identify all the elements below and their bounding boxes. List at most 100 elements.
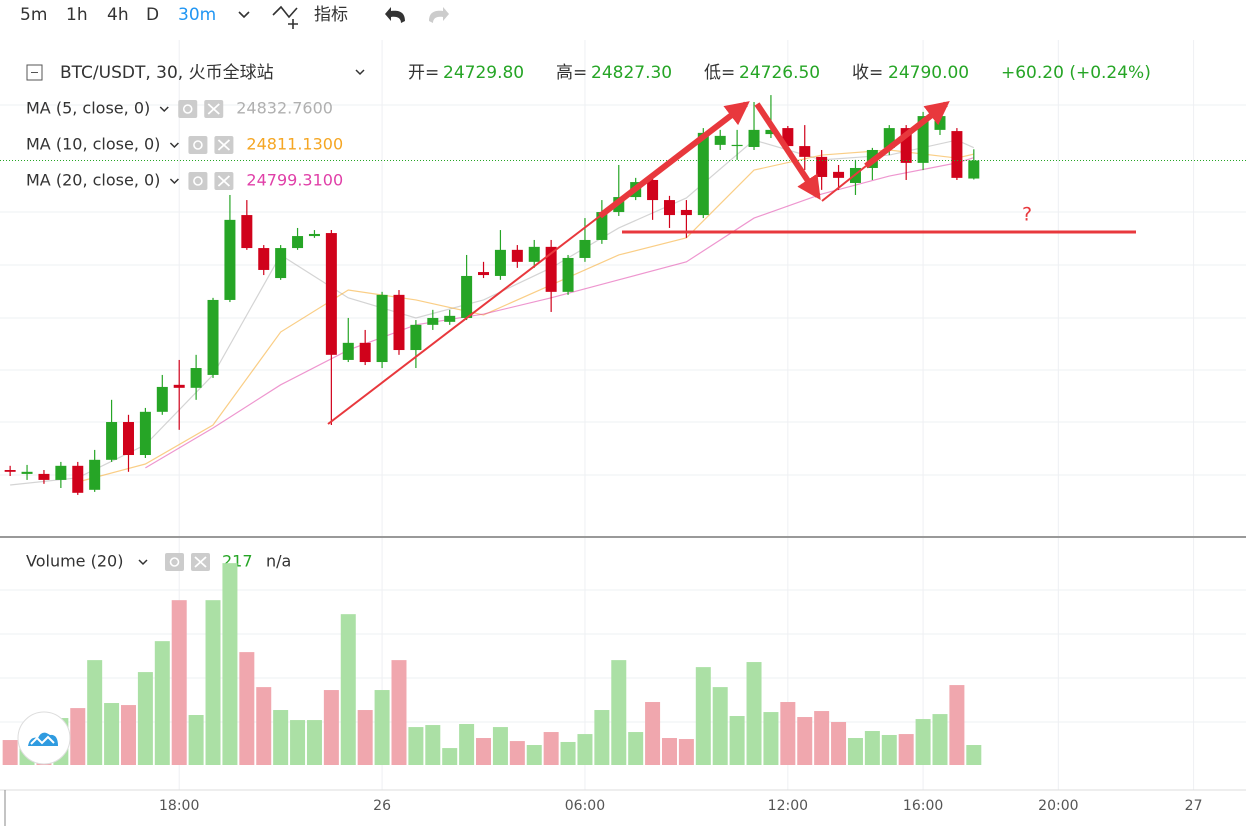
volume-name[interactable]: Volume (20) [26, 552, 123, 571]
visibility-button [178, 100, 198, 118]
ohlc-label: 收= [852, 63, 883, 83]
volume-bar [357, 710, 373, 765]
candle-body [393, 294, 405, 351]
collapse-icon[interactable] [26, 64, 43, 81]
ohlc-label: 开= [408, 63, 439, 83]
candle-body [647, 179, 659, 201]
volume-bar [120, 705, 136, 765]
volume-bar [306, 720, 322, 765]
indicators-button[interactable]: 指标 [314, 5, 348, 25]
volume-bar [645, 702, 661, 765]
ohlc-value: 24726.50 [739, 63, 820, 83]
x-tick-label: 12:00 [768, 798, 808, 814]
candle-body [376, 294, 388, 363]
volume-bar [70, 708, 86, 765]
volume-bar [678, 739, 694, 765]
candle-body [596, 212, 608, 240]
candle-body [562, 257, 574, 292]
volume-bar [864, 731, 880, 765]
volume-bar [915, 719, 931, 765]
volume-bar [560, 741, 576, 765]
interval-button[interactable]: 1h [66, 5, 88, 25]
visibility-button[interactable] [165, 553, 184, 571]
ma-name[interactable]: MA (5, close, 0) [26, 99, 150, 118]
volume-bar [509, 741, 525, 765]
ma-name[interactable]: MA (10, close, 0) [26, 135, 160, 154]
volume-bar [273, 710, 289, 765]
candle-body [883, 128, 895, 148]
volume-bars [2, 563, 982, 765]
logo-cloud [28, 732, 58, 746]
ohlc-value: 24827.30 [591, 63, 672, 83]
volume-bar [746, 662, 762, 765]
candle-body [748, 129, 760, 147]
candle-body [308, 233, 320, 237]
trend-line [327, 215, 601, 425]
symbol-label[interactable]: BTC/USDT, 30, 火币全球站 [60, 63, 274, 83]
x-tick-label: 26 [373, 798, 391, 814]
candle-body [258, 248, 270, 270]
indicator-icon[interactable] [272, 5, 298, 19]
symbol-dropdown[interactable] [355, 69, 365, 76]
candle-body [951, 131, 963, 178]
x-icon [194, 556, 207, 568]
volume-bar [492, 727, 508, 765]
candle-body [325, 233, 337, 355]
eye-icon [193, 176, 203, 186]
volume-bar [340, 614, 356, 765]
x-tick-label: 27 [1185, 798, 1203, 814]
plot [0, 95, 1246, 765]
trend-arrow [754, 102, 821, 201]
ma-value: 24832.7600 [236, 99, 333, 118]
annotations [327, 101, 1136, 425]
ma-dropdown [169, 178, 179, 185]
volume-bar [87, 660, 103, 765]
volume-bar [137, 672, 153, 765]
interval-button[interactable]: 30m [178, 5, 216, 25]
candle-body [275, 248, 287, 279]
interval-button[interactable]: 5m [20, 5, 47, 25]
candle-body [968, 160, 980, 179]
candle-body [38, 473, 50, 480]
ma-value: 24799.3100 [246, 171, 343, 190]
candle-body [190, 368, 202, 388]
candle-body [359, 342, 371, 363]
volume-bar [425, 725, 441, 765]
volume-bar [408, 727, 424, 765]
candle-body [139, 411, 151, 456]
volume-bar [881, 734, 897, 765]
volume-bar [831, 721, 847, 765]
candle-body [427, 317, 439, 325]
x-icon [207, 103, 220, 115]
ma-dropdown [169, 142, 179, 149]
x-tick-label: 16:00 [903, 798, 943, 814]
candle-body [697, 132, 709, 216]
visibility-button [188, 172, 208, 190]
volume-bar [780, 702, 796, 765]
candle-body [173, 384, 185, 388]
indicator-plus [288, 19, 298, 29]
trend-line [821, 165, 867, 202]
interval-button[interactable]: 4h [107, 5, 129, 25]
price-change: +60.20 (+0.24%) [1001, 63, 1151, 83]
interval-button[interactable]: D [146, 5, 159, 25]
volume-bar [205, 600, 221, 765]
volume-dropdown[interactable] [138, 559, 148, 566]
x-icon [217, 139, 231, 151]
volume-legend: Volume (20) 217 n/a [26, 552, 291, 571]
interval-dropdown[interactable] [238, 11, 250, 19]
volume-bar [476, 738, 492, 765]
volume-bar [104, 703, 120, 765]
candle-body [934, 116, 946, 130]
candle-body [680, 209, 692, 216]
volume-bar [797, 717, 813, 765]
volume-bar [712, 687, 728, 765]
volume-bar [966, 745, 982, 765]
candle-body [511, 249, 523, 262]
ma-dropdown [159, 106, 169, 113]
undo-button[interactable] [385, 7, 405, 23]
visibility-button [188, 136, 208, 154]
ma-name[interactable]: MA (20, close, 0) [26, 171, 160, 190]
candle-body [917, 116, 929, 163]
redo-button[interactable] [429, 7, 449, 23]
